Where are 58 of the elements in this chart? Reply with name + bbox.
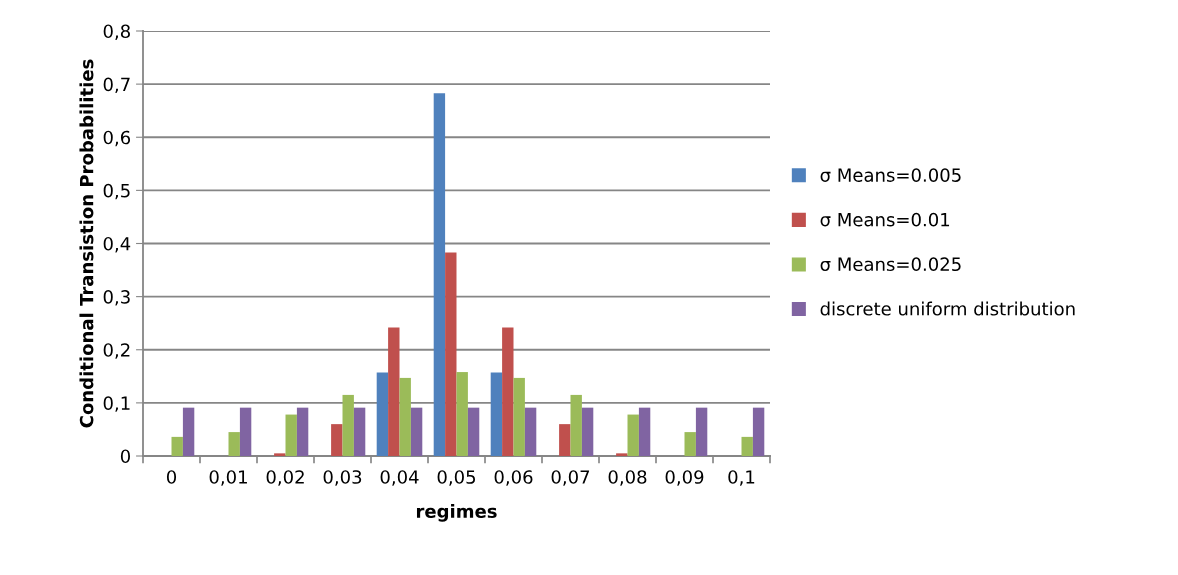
y-tick-label: 0,4 (103, 236, 131, 253)
bar (285, 414, 297, 456)
bar (467, 407, 480, 456)
legend-label: σ Means=0.01 (820, 212, 950, 227)
y-tick-label: 0,8 (103, 24, 130, 40)
bar (684, 432, 696, 456)
x-tick-label: 0,05 (437, 470, 476, 486)
bar (559, 424, 571, 456)
y-tick-label: 0,7 (103, 77, 130, 94)
x-tick-label: 0 (166, 470, 177, 484)
bar (524, 407, 537, 456)
bar (274, 453, 286, 456)
bar (353, 407, 366, 456)
x-tick-label: 0,02 (266, 470, 304, 486)
legend-label: σ Means=0.025 (820, 257, 961, 272)
bar (752, 407, 765, 456)
bar (581, 407, 594, 456)
y-tick-label: 0,6 (103, 130, 131, 147)
bar (616, 453, 628, 456)
x-tick-label: 0,07 (551, 470, 590, 486)
bar (638, 407, 651, 456)
bar (490, 372, 503, 456)
y-tick-label: 0,3 (103, 290, 130, 306)
bar (342, 394, 354, 456)
bar (182, 407, 195, 456)
x-tick-label: 0,1 (728, 470, 755, 486)
bar (502, 327, 514, 456)
y-axis-title: Conditional Transistion Probabilities (79, 59, 94, 428)
bar (741, 436, 753, 456)
bar (296, 407, 309, 456)
x-tick-label: 0,01 (209, 470, 247, 486)
y-tick-label: 0,2 (103, 343, 130, 359)
bar (456, 372, 468, 456)
legend-label: σ Means=0.005 (820, 168, 961, 182)
bar (695, 407, 708, 456)
legend-label: discrete uniform distribution (820, 301, 1075, 316)
y-tick-label: 0,5 (103, 183, 130, 200)
x-tick-label: 0,03 (323, 470, 362, 486)
bar (570, 394, 582, 456)
x-tick-label: 0,04 (380, 470, 419, 486)
x-axis-title: regimes (416, 504, 497, 522)
bar (433, 93, 446, 456)
bar (627, 414, 639, 456)
x-tick-label: 0,09 (665, 470, 704, 486)
bar (239, 407, 252, 456)
x-tick-label: 0,06 (494, 470, 533, 486)
bar (228, 432, 240, 456)
bar (171, 436, 183, 456)
bar (331, 424, 343, 456)
y-tick-label: 0,1 (103, 396, 130, 412)
bar (445, 252, 457, 456)
bar (410, 407, 423, 456)
bar (376, 372, 389, 456)
bar (399, 377, 411, 456)
y-tick-label: 0 (120, 449, 130, 464)
x-tick-label: 0,08 (608, 470, 647, 486)
bar (388, 327, 400, 456)
bar (513, 377, 525, 456)
